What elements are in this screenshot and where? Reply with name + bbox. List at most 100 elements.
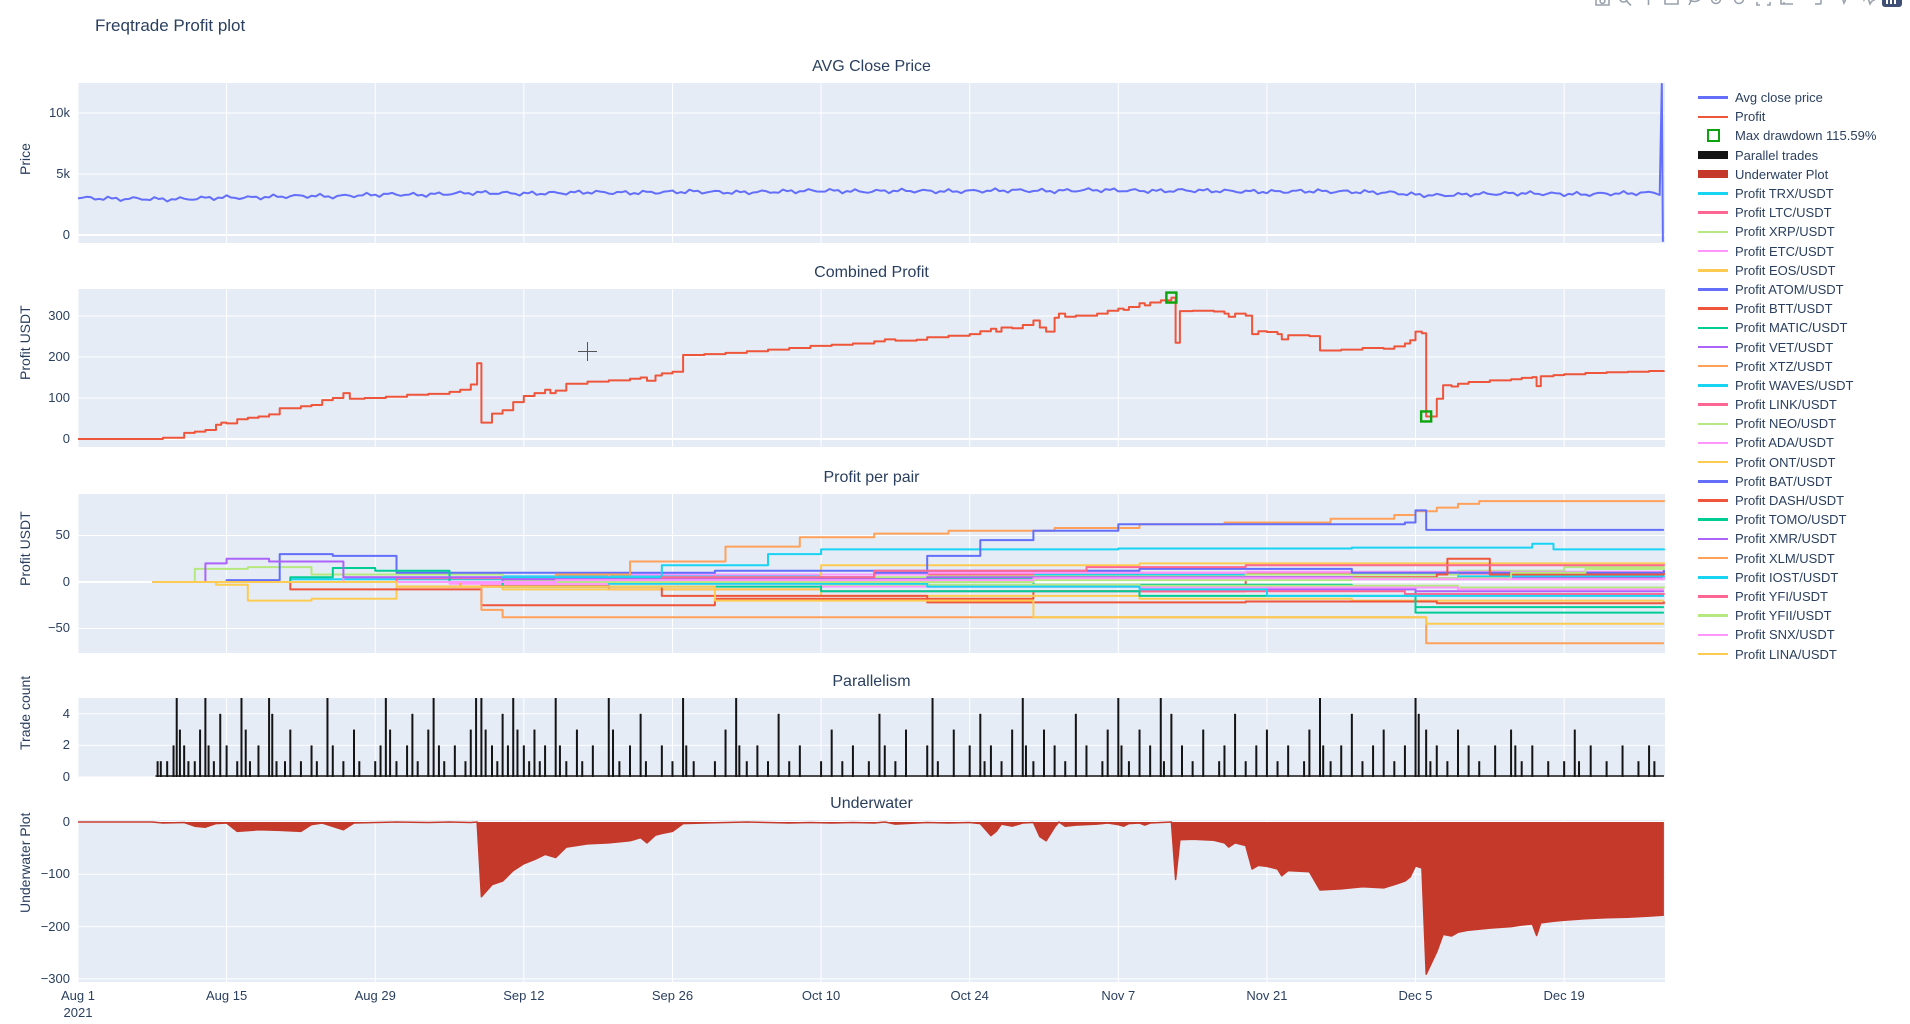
subplot-underwater[interactable] <box>0 820 1910 982</box>
trade-count-bar <box>172 745 175 777</box>
camera-icon[interactable] <box>1594 0 1611 7</box>
trade-count-bar <box>1191 761 1194 777</box>
legend-item-profit-xtz-usdt[interactable]: Profit XTZ/USDT <box>1697 357 1876 376</box>
legend-item-profit-dash-usdt[interactable]: Profit DASH/USDT <box>1697 491 1876 510</box>
spikelines-icon[interactable] <box>1813 0 1830 7</box>
trade-count-bar <box>544 745 547 777</box>
trade-count-bar <box>777 713 780 777</box>
legend-label: Profit WAVES/USDT <box>1735 377 1854 393</box>
trade-count-bar <box>225 745 228 777</box>
legend-item-avg-close-price[interactable]: Avg close price <box>1697 88 1876 107</box>
trade-count-bar <box>798 745 801 777</box>
y-tick-label: 200 <box>48 349 70 364</box>
legend-item-profit-vet-usdt[interactable]: Profit VET/USDT <box>1697 337 1876 356</box>
legend-swatch-icon <box>1697 288 1729 291</box>
plotly-logo[interactable] <box>1882 0 1902 7</box>
trade-count-bar <box>1202 729 1205 777</box>
trade-count-bar <box>830 729 833 777</box>
legend-item-profit-trx-usdt[interactable]: Profit TRX/USDT <box>1697 184 1876 203</box>
y-tick-label: 50 <box>55 527 70 543</box>
trade-count-bar <box>506 745 509 777</box>
legend-item-profit-ada-usdt[interactable]: Profit ADA/USDT <box>1697 433 1876 452</box>
trade-count-bar <box>236 761 239 777</box>
legend-item-profit-lina-usdt[interactable]: Profit LINA/USDT <box>1697 644 1876 663</box>
trade-count-bar <box>851 745 854 777</box>
legend-swatch-icon <box>1697 384 1729 387</box>
legend-item-profit-snx-usdt[interactable]: Profit SNX/USDT <box>1697 625 1876 644</box>
legend-item-profit-yfii-usdt[interactable]: Profit YFII/USDT <box>1697 606 1876 625</box>
legend-item-profit-link-usdt[interactable]: Profit LINK/USDT <box>1697 395 1876 414</box>
trade-count-bar <box>528 761 531 777</box>
legend-item-profit-tomo-usdt[interactable]: Profit TOMO/USDT <box>1697 510 1876 529</box>
trade-count-bar <box>788 761 791 777</box>
trade-count-bar <box>1510 729 1513 777</box>
subplot-combined-profit[interactable] <box>0 289 1910 447</box>
trade-count-bar <box>629 745 631 777</box>
y-tick-label: 2 <box>62 737 70 753</box>
legend-item-profit-btt-usdt[interactable]: Profit BTT/USDT <box>1697 299 1876 318</box>
legend-item-profit[interactable]: Profit <box>1697 107 1876 126</box>
trade-count-bar <box>469 729 472 777</box>
trade-count-bar <box>1382 729 1385 777</box>
trade-count-bar <box>159 761 162 777</box>
legend-item-profit-neo-usdt[interactable]: Profit NEO/USDT <box>1697 414 1876 433</box>
x-tick-label: Dec 19 <box>1543 988 1585 1003</box>
legend-swatch-icon <box>1697 480 1729 483</box>
legend-item-parallel-trades[interactable]: Parallel trades <box>1697 146 1876 165</box>
subplot-avg-close-price[interactable] <box>0 83 1910 243</box>
legend-item-profit-yfi-usdt[interactable]: Profit YFI/USDT <box>1697 587 1876 606</box>
hover-compare-icon[interactable] <box>1859 0 1876 7</box>
subplot-parallelism[interactable] <box>0 698 1910 777</box>
legend-item-profit-bat-usdt[interactable]: Profit BAT/USDT <box>1697 472 1876 491</box>
subplot-profit-per-pair[interactable] <box>0 494 1910 653</box>
legend-swatch-icon <box>1697 499 1729 502</box>
legend-item-profit-xrp-usdt[interactable]: Profit XRP/USDT <box>1697 222 1876 241</box>
trade-count-bar <box>199 729 202 777</box>
trade-count-bar <box>1255 745 1258 777</box>
plot-background <box>78 83 1665 243</box>
legend-item-profit-xlm-usdt[interactable]: Profit XLM/USDT <box>1697 549 1876 568</box>
y-tick-label: −300 <box>40 970 70 986</box>
trade-count-bar <box>207 745 210 777</box>
y-axis-title-underwater: Underwater Plot <box>17 812 33 913</box>
trade-count-bar <box>326 698 329 777</box>
legend-label: Profit ADA/USDT <box>1735 435 1834 451</box>
y-tick-label: 0 <box>62 226 70 242</box>
trade-count-bar <box>1621 745 1624 777</box>
trade-count-bar <box>193 761 196 777</box>
legend-item-profit-xmr-usdt[interactable]: Profit XMR/USDT <box>1697 529 1876 548</box>
legend-item-profit-ont-usdt[interactable]: Profit ONT/USDT <box>1697 453 1876 472</box>
legend-item-profit-iost-usdt[interactable]: Profit IOST/USDT <box>1697 568 1876 587</box>
trade-count-bar <box>905 729 907 777</box>
hover-closest-icon[interactable] <box>1836 0 1853 7</box>
trade-count-bar <box>178 729 181 777</box>
y-tick-label: 0 <box>62 431 70 446</box>
trade-count-bar <box>268 698 271 777</box>
trade-count-bar <box>1265 729 1268 777</box>
trade-count-bar <box>1159 698 1162 777</box>
legend-item-underwater-plot[interactable]: Underwater Plot <box>1697 165 1876 184</box>
trade-count-bar <box>1457 729 1459 777</box>
box-select-icon[interactable] <box>1663 0 1680 7</box>
legend-item-profit-ltc-usdt[interactable]: Profit LTC/USDT <box>1697 203 1876 222</box>
legend-label: Profit BTT/USDT <box>1735 301 1833 317</box>
lasso-select-icon[interactable] <box>1686 0 1703 7</box>
x-axis-year-label: 2021 <box>63 1005 93 1020</box>
zoom-icon[interactable] <box>1617 0 1634 7</box>
legend-item-profit-waves-usdt[interactable]: Profit WAVES/USDT <box>1697 376 1876 395</box>
legend-item-profit-matic-usdt[interactable]: Profit MATIC/USDT <box>1697 318 1876 337</box>
reset-axes-icon[interactable] <box>1778 0 1795 7</box>
trade-count-bar <box>1276 761 1279 777</box>
x-tick-label: Sep 26 <box>651 988 694 1003</box>
autoscale-icon[interactable] <box>1755 0 1772 7</box>
pan-icon[interactable] <box>1640 0 1657 7</box>
legend-item-profit-atom-usdt[interactable]: Profit ATOM/USDT <box>1697 280 1876 299</box>
trade-count-bar <box>581 761 584 777</box>
zoom-out-icon[interactable] <box>1732 0 1749 7</box>
legend-item-profit-eos-usdt[interactable]: Profit EOS/USDT <box>1697 261 1876 280</box>
legend-item-profit-etc-usdt[interactable]: Profit ETC/USDT <box>1697 242 1876 261</box>
legend-item-max-drawdown-115-59[interactable]: Max drawdown 115.59% <box>1697 126 1876 145</box>
zoom-in-icon[interactable] <box>1709 0 1726 7</box>
trade-count-bar <box>558 745 561 777</box>
trade-count-bar <box>575 729 578 777</box>
